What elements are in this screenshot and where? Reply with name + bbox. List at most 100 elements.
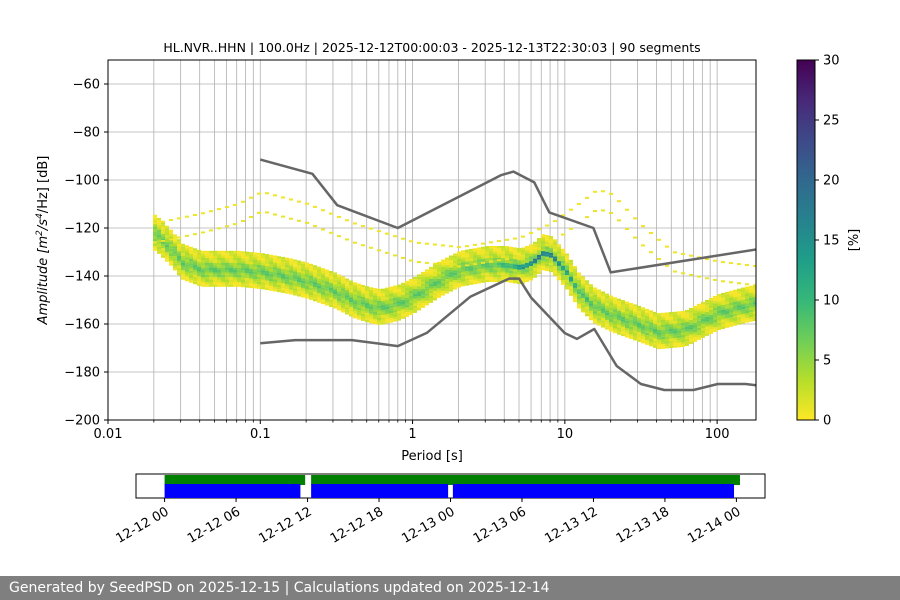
histogram-cell xyxy=(381,305,385,308)
histogram-cell xyxy=(421,303,425,306)
histogram-cell xyxy=(681,344,685,348)
histogram-cell xyxy=(265,266,269,269)
histogram-cell xyxy=(681,323,685,326)
histogram-cell xyxy=(373,290,377,293)
histogram-cell xyxy=(557,256,561,259)
histogram-cell xyxy=(333,286,337,290)
histogram-cell xyxy=(417,261,421,264)
histogram-cell xyxy=(705,309,709,312)
histogram-cell xyxy=(473,255,477,258)
histogram-cell xyxy=(381,291,385,294)
colorbar-tick-label: 30 xyxy=(823,54,840,69)
histogram-cell xyxy=(513,256,517,259)
histogram-cell xyxy=(473,274,477,277)
histogram-cell xyxy=(409,310,413,313)
histogram-cell xyxy=(321,292,325,295)
histogram-cell xyxy=(341,276,345,279)
histogram-cell xyxy=(673,318,677,322)
histogram-cell xyxy=(637,337,641,340)
histogram-cell xyxy=(197,280,201,284)
histogram-cell xyxy=(457,270,461,274)
histogram-cell xyxy=(229,260,233,263)
histogram-cell xyxy=(301,268,305,272)
histogram-cell xyxy=(221,284,225,287)
histogram-cell xyxy=(305,296,309,299)
histogram-cell xyxy=(197,256,201,260)
histogram-cell xyxy=(685,319,689,322)
histogram-cell xyxy=(521,271,525,275)
histogram-cell xyxy=(549,248,553,251)
histogram-cell xyxy=(313,225,317,228)
histogram-cell xyxy=(541,248,545,252)
histogram-cell xyxy=(469,268,473,271)
histogram-cell xyxy=(565,253,569,256)
histogram-cell xyxy=(521,235,525,238)
histogram-cell xyxy=(681,253,685,256)
histogram-cell xyxy=(153,243,157,246)
histogram-cell xyxy=(185,215,189,218)
histogram-cell xyxy=(465,268,469,272)
histogram-cell xyxy=(237,262,241,266)
histogram-cell xyxy=(713,305,717,309)
histogram-cell xyxy=(545,268,549,272)
histogram-cell xyxy=(221,279,225,282)
histogram-cell xyxy=(265,256,269,259)
histogram-cell xyxy=(717,315,721,319)
histogram-cell xyxy=(301,261,305,264)
histogram-cell xyxy=(229,250,233,254)
histogram-cell xyxy=(345,285,349,289)
histogram-cell xyxy=(337,281,341,285)
histogram-cell xyxy=(645,328,649,331)
histogram-cell xyxy=(209,279,213,282)
histogram-cell xyxy=(341,288,345,291)
histogram-cell xyxy=(161,239,165,242)
histogram-cell xyxy=(501,248,505,251)
histogram-cell xyxy=(629,310,633,313)
histogram-cell xyxy=(585,309,589,312)
histogram-cell xyxy=(545,261,549,264)
histogram-cell xyxy=(557,251,561,254)
y-tick-label: −80 xyxy=(73,126,100,141)
histogram-cell xyxy=(357,307,361,311)
histogram-cell xyxy=(257,260,261,263)
histogram-cell xyxy=(333,277,337,280)
histogram-cell xyxy=(633,313,637,317)
histogram-cell xyxy=(517,267,521,270)
histogram-cell xyxy=(553,246,557,250)
histogram-cell xyxy=(333,274,337,278)
x-tick-label: 100 xyxy=(705,427,730,442)
histogram-cell xyxy=(529,254,533,257)
histogram-cell xyxy=(689,319,693,323)
histogram-cell xyxy=(493,260,497,263)
histogram-cell xyxy=(649,315,653,318)
histogram-cell xyxy=(689,254,693,257)
histogram-cell xyxy=(409,259,413,262)
histogram-cell xyxy=(601,315,605,318)
histogram-cell xyxy=(621,307,625,310)
histogram-cell xyxy=(349,287,353,291)
histogram-cell xyxy=(669,328,673,332)
histogram-cell xyxy=(497,253,501,256)
histogram-cell xyxy=(389,308,393,311)
histogram-cell xyxy=(281,261,285,265)
histogram-cell xyxy=(697,332,701,336)
histogram-cell xyxy=(197,252,201,255)
histogram-cell xyxy=(641,331,645,334)
histogram-cell xyxy=(301,290,305,293)
histogram-cell xyxy=(313,265,317,268)
histogram-cell xyxy=(401,316,405,319)
histogram-cell xyxy=(429,276,433,279)
histogram-cell xyxy=(369,289,373,293)
histogram-cell xyxy=(709,319,713,322)
histogram-cell xyxy=(161,240,165,244)
histogram-cell xyxy=(401,314,405,317)
histogram-cell xyxy=(509,280,513,283)
histogram-cell xyxy=(601,298,605,302)
histogram-cell xyxy=(389,301,393,304)
histogram-cell xyxy=(573,273,577,276)
histogram-cell xyxy=(545,247,549,250)
histogram-cell xyxy=(293,285,297,289)
histogram-cell xyxy=(209,258,213,261)
histogram-cell xyxy=(721,307,725,310)
histogram-cell xyxy=(429,266,433,270)
